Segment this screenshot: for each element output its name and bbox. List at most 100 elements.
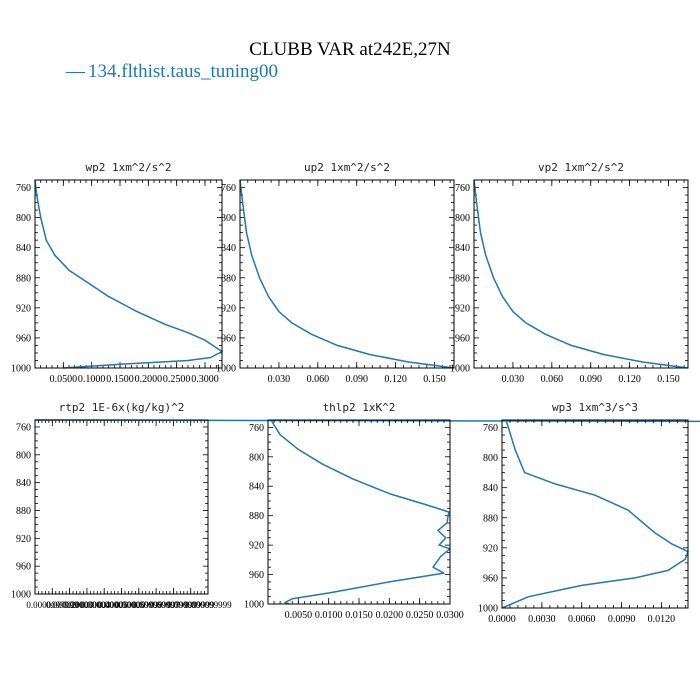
panel-frame bbox=[473, 179, 689, 369]
y-tick-label: 840 bbox=[16, 478, 31, 489]
series-line bbox=[239, 179, 455, 369]
y-tick-label: 920 bbox=[249, 541, 264, 552]
panel-title: wp3 1xm^3/s^3 bbox=[552, 401, 638, 414]
y-tick-label: 760 bbox=[483, 423, 498, 434]
panel-2: vp2 1xm^2/s^2 760 800 840 880 920 960 1000 0.030… bbox=[450, 161, 689, 385]
y-tick-label: 760 bbox=[221, 183, 236, 194]
x-tick-label: 0.000079999 bbox=[150, 600, 198, 610]
legend-label: 134.flthist.taus_tuning00 bbox=[88, 61, 278, 82]
y-tick-label: 800 bbox=[483, 453, 498, 464]
x-tick-label: 0.000059999 bbox=[115, 600, 163, 610]
legend-line: — bbox=[65, 61, 86, 82]
x-tick-label: 0.030 bbox=[502, 374, 525, 385]
y-tick-label: 960 bbox=[221, 333, 236, 344]
y-tick-label: 800 bbox=[16, 450, 31, 461]
x-tick-label: 0.060 bbox=[307, 374, 330, 385]
x-tick-label: 0.0060 bbox=[568, 614, 596, 625]
x-tick-label: 0.000099999 bbox=[184, 600, 232, 610]
y-tick-label: 800 bbox=[455, 213, 470, 224]
y-tick-label: 760 bbox=[16, 183, 31, 194]
x-tick-label: 0.2500 bbox=[163, 374, 191, 385]
y-tick-label: 1000 bbox=[478, 604, 498, 615]
x-tick-label: 0.090 bbox=[579, 374, 602, 385]
panel-title: vp2 1xm^2/s^2 bbox=[538, 161, 624, 174]
panel-title: wp2 1xm^2/s^2 bbox=[85, 161, 171, 174]
y-tick-label: 920 bbox=[455, 303, 470, 314]
x-tick-label: 0.000020000 bbox=[46, 600, 94, 610]
x-tick-label: 0.0150 bbox=[345, 610, 373, 621]
panel-5: wp3 1xm^3/s^3 760 800 840 880 920 960 10000.000… bbox=[478, 401, 689, 625]
x-tick-label: 0.0000099999 bbox=[26, 600, 78, 610]
series-line bbox=[34, 179, 223, 369]
panel-frame bbox=[239, 179, 455, 369]
x-tick-label: 0.3000 bbox=[191, 374, 219, 385]
y-tick-label: 840 bbox=[483, 483, 498, 494]
x-tick-label: 0.0050 bbox=[285, 610, 313, 621]
y-tick-label: 1000 bbox=[216, 364, 236, 375]
panels: wp2 1xm^2/s^2 760 800 840 880 920 960 1000 0.050… bbox=[11, 161, 700, 625]
y-tick-label: 920 bbox=[483, 543, 498, 554]
y-tick-label: 1000 bbox=[450, 364, 470, 375]
y-tick-label: 960 bbox=[455, 333, 470, 344]
x-tick-label: 0.000050000 bbox=[98, 600, 146, 610]
x-tick-label: 0.2000 bbox=[135, 374, 163, 385]
x-tick-label: 0.000030000 bbox=[63, 600, 111, 610]
y-tick-label: 880 bbox=[16, 273, 31, 284]
x-tick-label: 0.150 bbox=[423, 374, 446, 385]
x-tick-label: 0.0000 bbox=[488, 614, 516, 625]
x-tick-label: 0.060 bbox=[541, 374, 564, 385]
x-tick-label: 0.120 bbox=[618, 374, 641, 385]
x-tick-label: 0.090 bbox=[345, 374, 368, 385]
y-tick-label: 960 bbox=[16, 562, 31, 573]
y-tick-label: 800 bbox=[249, 452, 264, 463]
y-tick-label: 880 bbox=[16, 506, 31, 517]
panel-title: up2 1xm^2/s^2 bbox=[304, 161, 390, 174]
y-tick-label: 920 bbox=[16, 303, 31, 314]
y-tick-label: 840 bbox=[221, 243, 236, 254]
y-tick-label: 920 bbox=[221, 303, 236, 314]
y-tick-label: 800 bbox=[221, 213, 236, 224]
y-tick-label: 920 bbox=[16, 534, 31, 545]
series-line bbox=[473, 179, 689, 369]
y-tick-label: 880 bbox=[221, 273, 236, 284]
x-tick-label: 0.0100 bbox=[315, 610, 343, 621]
x-tick-label: 0.1000 bbox=[78, 374, 106, 385]
y-tick-label: 800 bbox=[16, 213, 31, 224]
y-tick-label: 1000 bbox=[11, 590, 31, 601]
panel-title: rtp2 1E-6x(kg/kg)^2 bbox=[59, 401, 185, 414]
x-tick-label: 0.0120 bbox=[648, 614, 676, 625]
legend-entry: —134.flthist.taus_tuning00 bbox=[65, 61, 278, 82]
y-tick-label: 880 bbox=[249, 511, 264, 522]
figure-title: CLUBB VAR at242E,27N bbox=[249, 39, 451, 60]
x-tick-label: 0.000089999 bbox=[167, 600, 215, 610]
series-line bbox=[501, 419, 689, 609]
panel-0: wp2 1xm^2/s^2 760 800 840 880 920 960 1000 0.050… bbox=[11, 161, 223, 385]
x-tick-label: 0.0200 bbox=[376, 610, 404, 621]
series-line bbox=[270, 419, 451, 605]
y-tick-label: 760 bbox=[455, 183, 470, 194]
x-tick-label: 0.1500 bbox=[106, 374, 134, 385]
x-tick-label: 0.0090 bbox=[608, 614, 636, 625]
y-tick-label: 960 bbox=[249, 570, 264, 581]
panel-title: thlp2 1xK^2 bbox=[323, 401, 396, 414]
x-tick-label: 0.000040000 bbox=[81, 600, 129, 610]
x-tick-label: 0.0500 bbox=[50, 374, 78, 385]
y-tick-label: 1000 bbox=[244, 600, 264, 611]
y-tick-label: 760 bbox=[16, 422, 31, 433]
x-tick-label: 0.000069999 bbox=[132, 600, 180, 610]
x-tick-label: 0.0030 bbox=[528, 614, 556, 625]
x-tick-label: 0.0250 bbox=[406, 610, 434, 621]
x-tick-label: 0.120 bbox=[384, 374, 407, 385]
panel-3: rtp2 1E-6x(kg/kg)^2 760 800 840 880 920 960 100… bbox=[11, 401, 700, 610]
x-tick-label: 0.030 bbox=[268, 374, 291, 385]
y-tick-label: 1000 bbox=[11, 364, 31, 375]
y-tick-label: 960 bbox=[483, 573, 498, 584]
panel-frame bbox=[267, 419, 451, 605]
panel-frame bbox=[34, 179, 223, 369]
panel-frame bbox=[501, 419, 689, 609]
y-tick-label: 960 bbox=[16, 333, 31, 344]
y-tick-label: 840 bbox=[249, 482, 264, 493]
y-tick-label: 840 bbox=[16, 243, 31, 254]
